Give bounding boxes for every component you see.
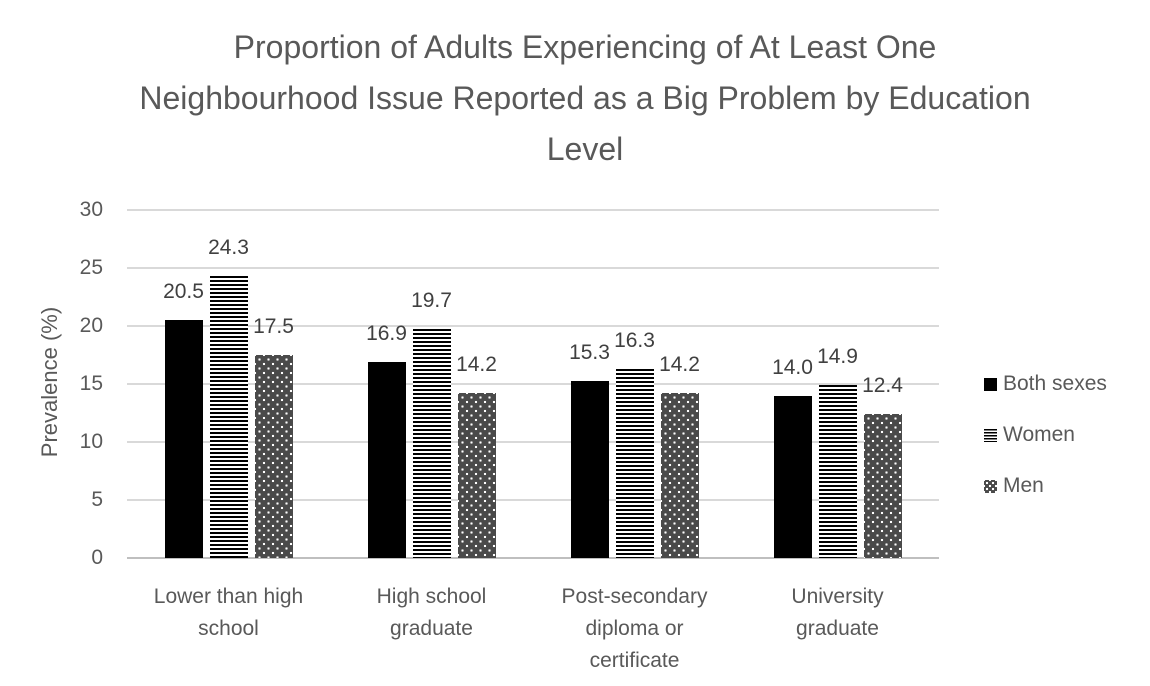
y-tick-label-30: 30: [79, 198, 103, 221]
data-label-women-1: 24.3: [208, 236, 249, 260]
bar-women-1: [209, 276, 248, 558]
data-label-both-sexes-2: 16.9: [366, 321, 407, 345]
legend-item-men: Men: [984, 474, 1107, 498]
bar-both-sexes-3: [570, 380, 609, 558]
legend-marker-women-icon: [984, 428, 997, 442]
gridline-20: [127, 325, 939, 327]
x-category-label-2: High school graduate: [376, 585, 487, 640]
legend-marker-men-icon: [984, 479, 997, 493]
legend: Both sexes Women Men: [984, 372, 1107, 498]
y-tick-label-10: 10: [79, 430, 103, 453]
bar-men-3: [660, 393, 699, 558]
bar-both-sexes-2: [367, 361, 406, 558]
gridline-0: [127, 557, 939, 559]
y-tick-label-25: 25: [79, 256, 103, 279]
data-label-men-3: 14.2: [659, 353, 700, 377]
gridline-30: [127, 209, 939, 211]
y-tick-label-20: 20: [79, 314, 103, 337]
data-label-both-sexes-4: 14.0: [772, 355, 813, 379]
bar-women-2: [412, 329, 451, 558]
legend-label-men: Men: [1003, 474, 1044, 497]
bar-both-sexes-1: [164, 320, 203, 558]
gridline-25: [127, 267, 939, 269]
bar-women-3: [615, 368, 654, 558]
data-label-men-1: 17.5: [253, 315, 294, 338]
bar-men-4: [863, 414, 902, 558]
x-category-label-1: Lower than high school: [153, 585, 304, 640]
legend-label-women: Women: [1003, 423, 1075, 446]
legend-item-women: Women: [984, 423, 1107, 447]
data-label-both-sexes-3: 15.3: [569, 340, 610, 364]
data-label-women-3: 16.3: [614, 328, 655, 352]
x-category-label-3: Post-secondary diploma or certificate: [561, 585, 708, 672]
bar-men-1: [254, 355, 293, 558]
legend-label-both-sexes: Both sexes: [1003, 372, 1107, 395]
data-label-men-4: 12.4: [862, 374, 903, 398]
bar-men-2: [457, 393, 496, 558]
data-label-women-4: 14.9: [817, 345, 858, 369]
data-label-men-2: 14.2: [456, 353, 497, 377]
data-label-both-sexes-1: 20.5: [163, 280, 204, 304]
gridline-10: [127, 441, 939, 443]
gridline-5: [127, 499, 939, 501]
y-tick-label-15: 15: [79, 372, 103, 395]
data-label-women-2: 19.7: [411, 289, 452, 313]
y-tick-label-0: 0: [91, 546, 103, 569]
y-tick-label-5: 5: [91, 488, 103, 511]
legend-item-both-sexes: Both sexes: [984, 372, 1107, 396]
legend-marker-both-sexes-icon: [984, 377, 997, 391]
bar-women-4: [818, 385, 857, 558]
bar-both-sexes-4: [773, 395, 812, 558]
gridline-15: [127, 383, 939, 385]
x-category-label-4: University graduate: [791, 585, 884, 640]
chart-title: Proportion of Adults Experiencing of At …: [139, 29, 1031, 167]
